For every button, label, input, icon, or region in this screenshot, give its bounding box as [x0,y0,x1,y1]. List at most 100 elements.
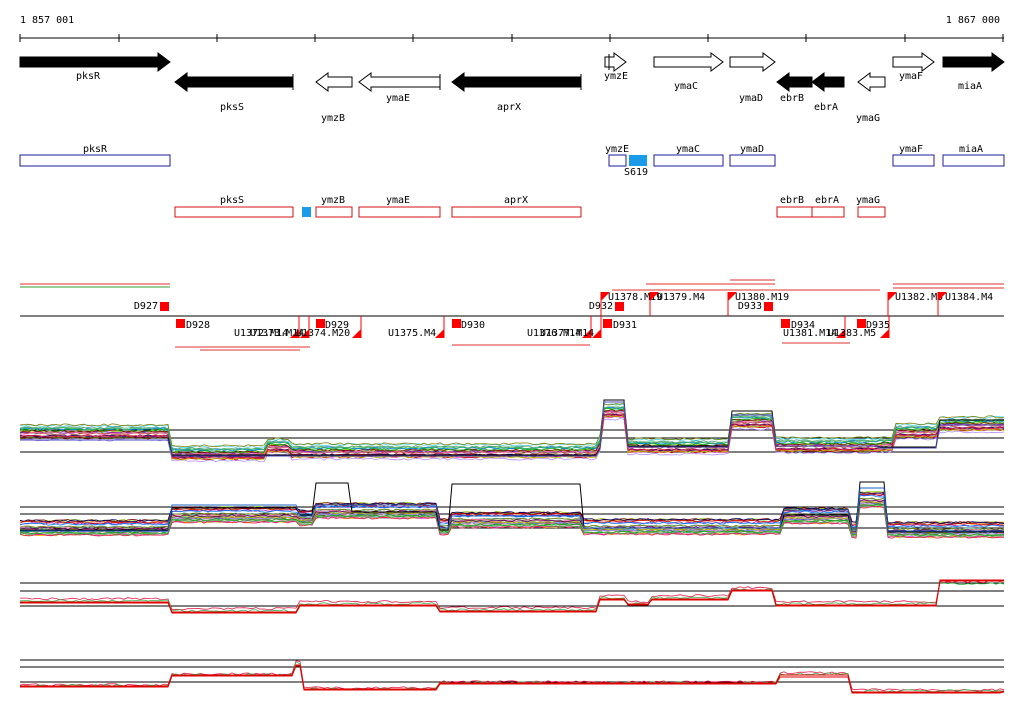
gene-pksS[interactable]: pksS [174,72,294,113]
segment-marker[interactable] [880,329,889,338]
feature-box[interactable] [451,206,582,218]
gene-arrow[interactable] [174,72,294,92]
gene-arrow[interactable] [315,72,353,92]
gene-ymaF[interactable]: ymaF [892,52,935,82]
reverse-feature-pksS[interactable]: pksS [174,195,294,218]
forward-feature-ymaC[interactable]: ymaC [653,144,724,167]
segment-D931[interactable]: D931 [603,319,637,331]
segment-marker[interactable] [582,329,591,338]
segment-marker[interactable] [836,329,845,338]
gene-ymaE[interactable]: ymaE [358,72,441,104]
segment-U1380.M19[interactable]: U1380.M19 [727,292,789,316]
segment-U1384.M4[interactable]: U1384.M4 [937,292,993,316]
segment-marker[interactable] [728,292,737,301]
forward-feature-ymzE[interactable]: ymzE [605,144,629,167]
feature-box[interactable] [729,154,776,167]
reverse-feature-ymaE[interactable]: ymaE [358,195,441,218]
gene-ymzB[interactable]: ymzB [315,72,353,124]
segment-marker[interactable] [781,319,790,328]
feature-box[interactable] [942,154,1005,167]
highlight-box[interactable] [629,155,647,166]
forward-highlight-feature[interactable]: S619 [624,155,648,178]
feature-label: ymaE [386,195,410,206]
segment-marker[interactable] [592,329,601,338]
segment-U1379.M4[interactable]: U1379.M4 [649,292,705,316]
gene-arrow[interactable] [451,72,582,92]
forward-feature-pksR[interactable]: pksR [19,144,171,167]
gene-pksR[interactable]: pksR [19,52,171,82]
segment-D928[interactable]: D928 [176,319,210,331]
segment-marker[interactable] [160,302,169,311]
feature-box[interactable] [857,206,886,218]
segment-D930[interactable]: D930 [452,319,485,331]
segment-D927[interactable]: D927 [134,301,169,312]
forward-feature-ymaD[interactable]: ymaD [729,144,776,167]
segment-D929[interactable]: D929 [316,319,349,331]
segment-U1383.M5[interactable]: U1383.M5 [828,316,890,339]
reverse-feature-aprX[interactable]: aprX [451,195,582,218]
segment-D934[interactable]: D934 [781,319,815,331]
reverse-feature-ebrB[interactable]: ebrB [776,195,813,218]
gene-miaA[interactable]: miaA [942,52,1005,92]
segment-marker[interactable] [888,292,897,301]
gene-arrow[interactable] [729,52,776,72]
segment-marker[interactable] [290,329,299,338]
segment-marker[interactable] [435,329,444,338]
gene-ebrA[interactable]: ebrA [811,72,845,113]
segment-U1376.M14[interactable]: U1376.M14 [527,316,592,339]
feature-box[interactable] [315,206,353,218]
gene-arrow[interactable] [942,52,1005,72]
segment-marker[interactable] [176,319,185,328]
segment-marker[interactable] [601,292,610,301]
segment-marker[interactable] [615,302,624,311]
segment-marker[interactable] [764,302,773,311]
segment-marker[interactable] [603,319,612,328]
segment-D935[interactable]: D935 [857,319,890,331]
feature-box[interactable] [653,154,724,167]
segment-U1382.M5[interactable]: U1382.M5 [887,292,943,316]
gene-arrow[interactable] [653,52,724,72]
gene-arrow[interactable] [811,72,845,92]
segment-marker[interactable] [857,319,866,328]
segment-U1372.M14[interactable]: U1372.M14 [234,316,300,339]
gene-ymaD[interactable]: ymaD [729,52,776,104]
gene-ymaC[interactable]: ymaC [653,52,724,92]
reverse-feature-ymzB[interactable]: ymzB [315,195,353,218]
gene-ebrB[interactable]: ebrB [776,72,813,104]
feature-box[interactable] [892,154,935,167]
gene-ymaG[interactable]: ymaG [856,72,886,124]
segment-U1375.M4[interactable]: U1375.M4 [388,316,445,339]
segment-U1378.M19[interactable]: U1378.M19 [600,292,662,316]
segment-marker[interactable] [650,292,659,301]
reverse-highlight-box[interactable] [302,207,311,217]
feature-box[interactable] [608,154,627,167]
segment-marker[interactable] [352,329,361,338]
ruler-ticks [19,34,1004,42]
gene-arrow[interactable] [776,72,813,92]
forward-feature-miaA[interactable]: miaA [942,144,1005,167]
segment-D933[interactable]: D933 [738,301,773,312]
reverse-feature-ebrA[interactable]: ebrA [811,195,845,218]
gene-arrow[interactable] [19,52,171,72]
reverse-feature-ymaG[interactable]: ymaG [856,195,886,218]
segment-U1377.M14[interactable]: U1377.M14 [540,316,602,339]
segment-marker[interactable] [938,292,947,301]
feature-box[interactable] [19,154,171,167]
segment-U1381.M14[interactable]: U1381.M14 [783,316,846,339]
segment-marker[interactable] [300,329,309,338]
feature-box[interactable] [776,206,813,218]
gene-arrow[interactable] [604,52,627,72]
gene-aprX[interactable]: aprX [451,72,582,113]
gene-ymzE[interactable]: ymzE [604,52,628,82]
gene-arrow[interactable] [358,72,441,92]
segment-marker[interactable] [316,319,325,328]
segment-U1374.M20[interactable]: U1374.M20 [296,316,362,339]
forward-feature-ymaF[interactable]: ymaF [892,144,935,167]
gene-arrow[interactable] [857,72,886,92]
segment-U1373.M14[interactable]: U1373.M14 [250,316,310,339]
gene-arrow[interactable] [892,52,935,72]
segment-marker[interactable] [452,319,461,328]
feature-box[interactable] [174,206,294,218]
feature-box[interactable] [811,206,845,218]
feature-box[interactable] [358,206,441,218]
